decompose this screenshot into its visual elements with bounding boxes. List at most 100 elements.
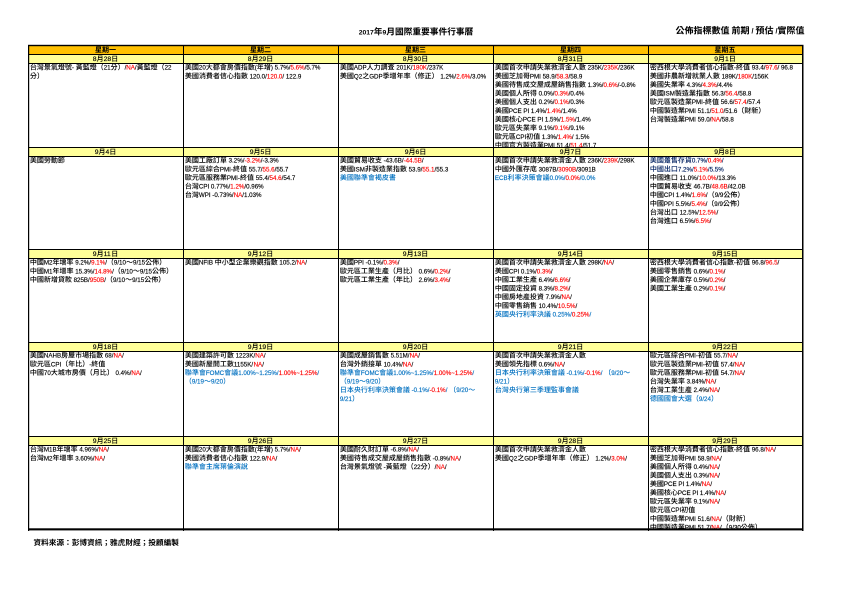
svg-text:20: 20 [199,65,206,72]
svg-text:3090B: 3090B [558,166,576,173]
svg-text:2.6%: 2.6% [456,73,471,80]
svg-text:15: 15 [723,251,731,258]
svg-text:/: / [706,201,708,208]
svg-text:3087B/: 3087B/ [537,166,559,173]
svg-text:4.3%: 4.3% [703,82,718,89]
svg-text:NA: NA [562,294,571,301]
svg-text:/: / [710,481,712,488]
svg-text:/: / [398,260,400,267]
svg-text:9/30: 9/30 [729,525,742,532]
svg-text:56.6/: 56.6/ [719,99,735,106]
svg-text:21: 21 [569,344,577,351]
svg-text:/: / [276,455,278,462]
svg-text:/: / [317,370,319,377]
svg-text:/: / [612,260,614,267]
svg-text:/: / [743,361,745,368]
svg-text:6.6%: 6.6% [555,277,570,284]
svg-text:-: - [734,260,736,267]
svg-text:4.3%/: 4.3%/ [685,82,703,89]
svg-text:/0.3%: /0.3% [569,99,585,106]
svg-text:-: - [734,447,736,454]
svg-text:54.6: 54.6 [270,175,283,182]
svg-text:22: 22 [723,344,731,351]
svg-text:-0.1%: -0.1% [585,370,602,377]
svg-text:Q2: Q2 [509,455,518,462]
svg-text:/: / [417,447,419,454]
svg-text:/13.3%: /13.3% [717,175,737,182]
svg-text:/58.9: /58.9 [569,73,583,80]
svg-text:0.4%: 0.4% [708,158,723,165]
svg-text:/: / [720,455,722,462]
svg-text:-3.2%: -3.2% [245,158,262,165]
svg-text:7.2%/: 7.2%/ [678,166,694,173]
svg-text:68/: 68/ [103,353,114,360]
svg-text:4.96%/: 4.96%/ [78,447,99,454]
svg-text:NA: NA [267,455,276,462]
svg-text:PMI-: PMI- [220,166,233,173]
svg-text:PMI-: PMI- [692,99,705,106]
svg-text:4: 4 [106,149,110,156]
svg-text:55.7/: 55.7/ [247,166,263,173]
svg-text:GDP: GDP [524,455,537,462]
svg-text:NA: NA [114,353,123,360]
svg-text:/: / [724,286,726,293]
svg-text:/: / [262,361,264,368]
svg-text:0.6%: 0.6% [604,82,619,89]
svg-text:9/20: 9/20 [211,379,224,386]
svg-text:9/21: 9/21 [340,396,353,403]
svg-text:M1B: M1B [44,447,57,454]
svg-text:9: 9 [250,149,254,156]
svg-text:NA: NA [297,260,306,267]
svg-text:9: 9 [405,149,409,156]
svg-text:FOMC: FOMC [361,370,380,377]
svg-text:9.1%/: 9.1%/ [537,125,555,132]
svg-text:9: 9 [558,438,562,445]
svg-text:9: 9 [93,251,97,258]
svg-text:/237K: /237K [427,65,444,72]
svg-text:-0.1%/: -0.1%/ [565,370,585,377]
svg-text:1.00%~1.25%: 1.00%~1.25% [279,370,318,377]
svg-text:0.3%: 0.3% [537,268,552,275]
svg-text:9/19: 9/19 [347,379,360,386]
svg-text:28: 28 [104,56,112,63]
svg-text:0.3%: 0.3% [384,260,399,267]
svg-text:0.0%: 0.0% [566,175,581,182]
svg-text:/: / [601,370,604,377]
svg-text:9: 9 [714,149,718,156]
svg-text:2.4%/: 2.4%/ [692,387,710,394]
svg-text:/: / [264,353,266,360]
svg-text:/: / [107,447,109,454]
svg-text:8: 8 [558,56,562,63]
svg-text:/: / [720,525,722,532]
svg-text:9: 9 [248,344,252,351]
svg-text:0.25%: 0.25% [572,312,590,319]
svg-text:PCE PI 1.4%/: PCE PI 1.4%/ [664,481,702,488]
svg-text:9/15: 9/15 [132,277,145,284]
svg-text:/: / [445,464,447,471]
svg-text:NA: NA [95,455,104,462]
svg-text:97.6: 97.6 [766,65,779,72]
svg-text:8.2%: 8.2% [555,286,570,293]
svg-text:/55.3: /55.3 [435,166,449,173]
svg-text:/9.1%: /9.1% [569,125,585,132]
svg-text:0.6%/: 0.6%/ [537,361,555,368]
svg-text:55.6: 55.6 [263,166,276,173]
svg-text:950B: 950B [90,277,104,284]
svg-text:9: 9 [248,251,252,258]
svg-text:NFIB: NFIB [199,260,215,267]
svg-text:3.2%/: 3.2%/ [227,158,245,165]
svg-text:0.0%/: 0.0%/ [537,91,555,98]
svg-text:NA: NA [735,370,744,377]
svg-text:29: 29 [723,438,731,445]
svg-text:31: 31 [569,56,577,63]
svg-text:/54.7: /54.7 [282,175,296,182]
svg-text:/5.7%: /5.7% [305,65,321,72]
svg-text:5.1%: 5.1% [694,166,709,173]
svg-text:0.6%/: 0.6%/ [417,268,435,275]
svg-text:(: ( [255,447,258,454]
svg-text:-0.1%/: -0.1%/ [410,387,430,394]
svg-text:NA: NA [255,353,264,360]
svg-text:GDP: GDP [369,73,382,80]
svg-text:/: / [422,158,424,165]
svg-text:10.4%/: 10.4%/ [537,303,558,310]
